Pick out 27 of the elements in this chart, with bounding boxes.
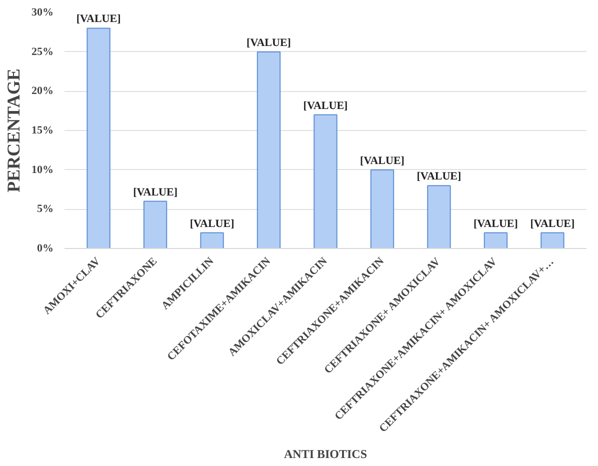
- y-tick-label: 10%: [32, 164, 54, 176]
- bar: [427, 185, 451, 248]
- data-label: [VALUE]: [76, 13, 121, 26]
- bar: [143, 200, 168, 248]
- data-label: [VALUE]: [190, 218, 234, 230]
- data-label: [VALUE]: [530, 218, 575, 230]
- bar: [370, 169, 394, 248]
- data-label: [VALUE]: [474, 218, 518, 230]
- data-label: [VALUE]: [246, 36, 291, 49]
- bar: [86, 28, 110, 248]
- data-label: [VALUE]: [133, 186, 178, 198]
- y-tick-label: 20%: [32, 85, 54, 98]
- y-tick-label: 0%: [37, 242, 54, 254]
- y-tick-label: 30%: [32, 6, 54, 18]
- data-label: [VALUE]: [360, 154, 404, 167]
- bar: [540, 232, 564, 248]
- y-tick-label: 5%: [37, 203, 54, 216]
- data-label: [VALUE]: [303, 100, 348, 112]
- bar: [200, 232, 224, 248]
- y-axis-title: PERCENTAGE: [4, 68, 24, 192]
- data-label: [VALUE]: [416, 170, 462, 183]
- bar: [256, 51, 281, 248]
- bar: [314, 114, 338, 248]
- bar: [484, 232, 508, 248]
- y-tick-label: 15%: [32, 124, 54, 136]
- x-axis-title: ANTI BIOTICS: [284, 447, 368, 462]
- y-tick-label: 25%: [32, 46, 54, 58]
